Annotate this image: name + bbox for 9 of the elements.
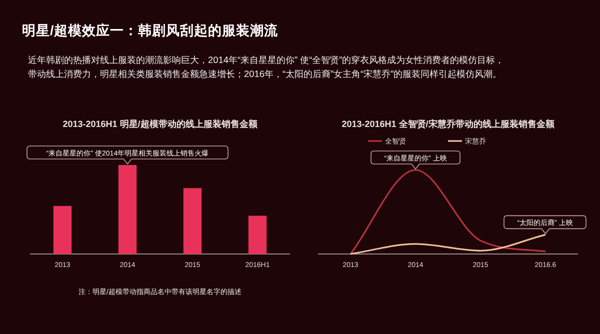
bar	[53, 206, 72, 254]
bar	[183, 188, 202, 254]
bar	[248, 216, 267, 254]
chart-title: 2013-2016H1 明星/超模带动的线上服装销售金额	[62, 119, 258, 129]
chart-title: 2013-2016H1 全智贤/宋慧乔带动的线上服装销售金额	[342, 119, 556, 129]
text: 带动线上消费力，明星相关类服装销售金额急速增长；2016年，“太阳的后裔”女主角“宋慧乔”的服装同样引起模仿风潮。	[28, 69, 502, 79]
text: 近年韩剧的热播对线上服装的潮流影响巨大，2014年“来自星星的你” 使“全智贤”的穿衣风格成为女性消费者的模仿目标，	[28, 55, 504, 65]
text: 明星/超模效应一：韩剧风刮起的服装潮流	[22, 22, 279, 38]
bar	[118, 165, 137, 254]
